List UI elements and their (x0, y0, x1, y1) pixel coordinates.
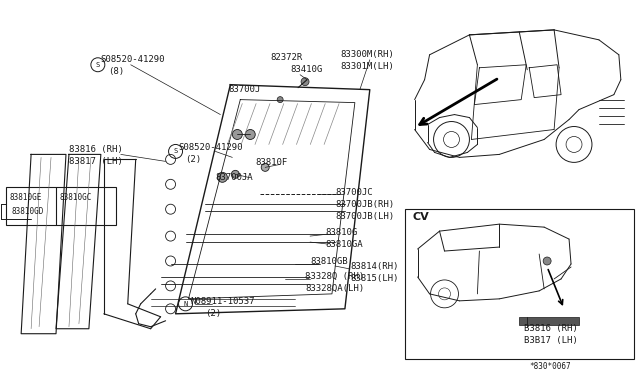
Text: (2): (2) (205, 309, 221, 318)
Circle shape (245, 129, 255, 140)
Text: 83301M(LH): 83301M(LH) (340, 62, 394, 71)
Bar (404, 209, 634, 359)
Text: 82372R: 82372R (270, 53, 303, 62)
Text: 83810F: 83810F (255, 158, 287, 167)
Text: (2): (2) (186, 155, 202, 164)
Text: 83810G: 83810G (325, 228, 357, 237)
Text: (8): (8) (108, 67, 124, 76)
Text: 83300M(RH): 83300M(RH) (340, 50, 394, 59)
Text: B3B17 (LH): B3B17 (LH) (524, 336, 578, 345)
Text: N08911-10537: N08911-10537 (191, 297, 255, 307)
Bar (6, 187, 116, 225)
Text: S: S (173, 148, 178, 154)
Text: S08520-41290: S08520-41290 (179, 143, 243, 152)
Text: 83810GA: 83810GA (325, 240, 363, 248)
Text: 83700JA: 83700JA (216, 173, 253, 182)
Text: 83700J: 83700J (228, 85, 260, 94)
Text: 83700JB(LH): 83700JB(LH) (335, 212, 394, 221)
Circle shape (261, 163, 269, 171)
Text: 83816 (RH): 83816 (RH) (69, 145, 123, 154)
Text: 83810GE: 83810GE (9, 193, 42, 202)
Text: 83817 (LH): 83817 (LH) (69, 157, 123, 166)
Text: CV: CV (413, 212, 429, 222)
Circle shape (231, 170, 239, 178)
Text: 83810GB: 83810GB (310, 257, 348, 266)
Text: 83700JB(RH): 83700JB(RH) (335, 200, 394, 209)
Text: 83328QA(LH): 83328QA(LH) (305, 284, 364, 294)
Text: 83814(RH): 83814(RH) (350, 263, 398, 272)
Text: 83810GD: 83810GD (11, 207, 44, 216)
Text: *830*0067: *830*0067 (529, 362, 571, 371)
Text: 83328Q (RH): 83328Q (RH) (305, 272, 364, 282)
Circle shape (301, 78, 309, 86)
Bar (519, 317, 579, 325)
Text: 83410G: 83410G (290, 65, 323, 74)
Text: 83815(LH): 83815(LH) (350, 275, 398, 283)
Text: S08520-41290: S08520-41290 (101, 55, 165, 64)
Text: N: N (184, 301, 188, 307)
Circle shape (543, 257, 551, 265)
Text: S: S (96, 62, 100, 68)
Text: 83700JC: 83700JC (335, 188, 372, 197)
Circle shape (232, 129, 243, 140)
Circle shape (277, 97, 283, 103)
Circle shape (218, 172, 227, 182)
Text: 83810GC: 83810GC (59, 193, 92, 202)
Text: B3816 (RH): B3816 (RH) (524, 324, 578, 333)
